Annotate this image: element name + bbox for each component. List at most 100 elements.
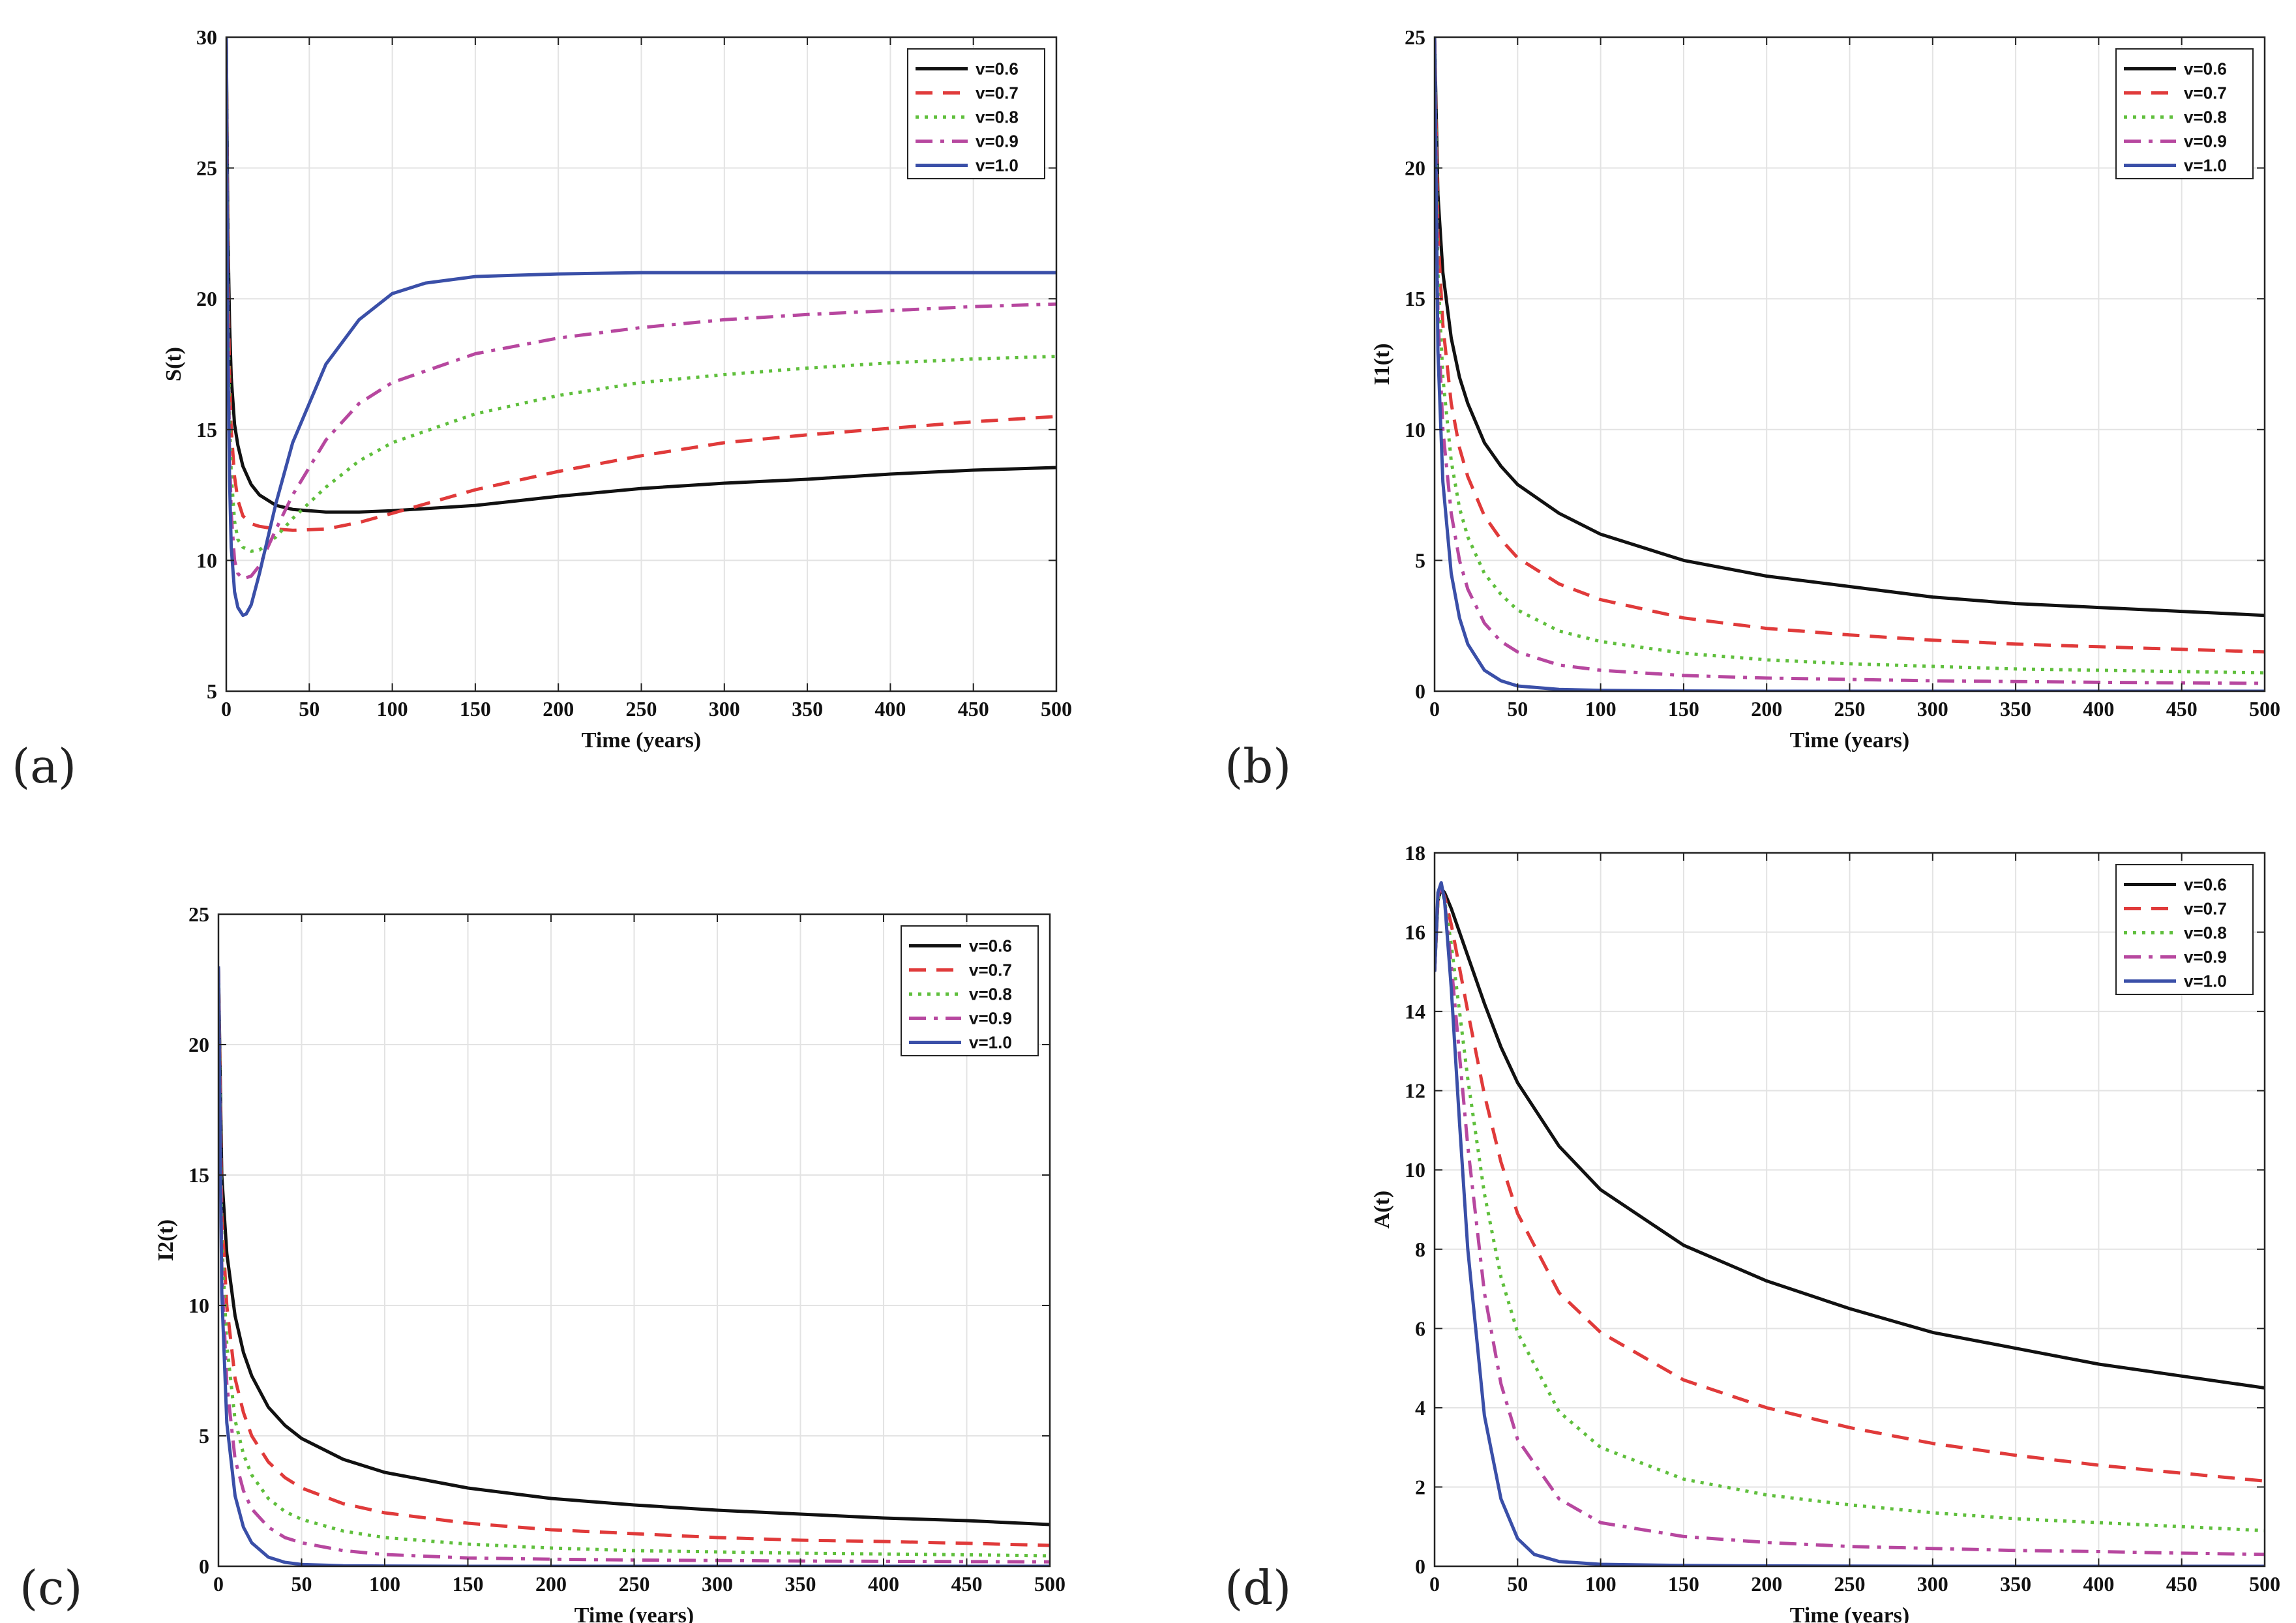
legend-label: v=0.6 — [969, 936, 1012, 956]
y-tick-label: 25 — [1405, 25, 1425, 49]
x-tick-label: 0 — [1429, 1572, 1440, 1596]
x-tick-label: 150 — [1668, 1572, 1699, 1596]
y-tick-label: 12 — [1405, 1079, 1425, 1103]
panel-a: 0 50 100 150 200 250 300 350 400 450 500 5 10 15 20 25 3… — [12, 25, 1072, 794]
series-line-v=0.9 — [1435, 37, 2265, 685]
legend-label: v=1.0 — [969, 1033, 1012, 1052]
series-line-v=0.6 — [1435, 37, 2265, 618]
series-line-v=0.9 — [1435, 883, 2265, 1556]
x-tick-label: 250 — [1834, 697, 1866, 721]
legend-label: v=1.0 — [2184, 972, 2227, 991]
y-tick-label: 16 — [1405, 921, 1425, 944]
series-line-v=0.7 — [1435, 37, 2265, 654]
x-axis-label: Time (years) — [574, 1603, 694, 1623]
x-tick-label: 200 — [1751, 697, 1782, 721]
x-tick-label: 350 — [792, 697, 823, 721]
legend-label: v=0.6 — [976, 59, 1019, 79]
legend-box — [907, 48, 1045, 179]
series-line-v=0.6 — [218, 966, 1050, 1526]
y-tick-label: 5 — [207, 679, 217, 703]
x-tick-label: 200 — [1751, 1572, 1782, 1596]
y-tick-label: 6 — [1415, 1317, 1425, 1340]
legend-label: v=0.8 — [2184, 108, 2227, 127]
legend-label: v=1.0 — [2184, 156, 2227, 175]
y-tick-label: 15 — [196, 418, 217, 441]
legend-label: v=0.8 — [969, 985, 1012, 1004]
series-line-v=0.8 — [218, 966, 1050, 1558]
legend: v=0.6 v=0.7 v=0.8 v=0.9 v=1.0 — [901, 925, 1039, 1056]
y-tick-label: 20 — [196, 287, 217, 310]
legend: v=0.6 v=0.7 v=0.8 v=0.9 v=1.0 — [2115, 864, 2254, 995]
panel-letter: (c) — [20, 1560, 83, 1615]
y-tick-label: 5 — [199, 1424, 209, 1448]
y-tick-label: 10 — [196, 548, 217, 572]
y-tick-label: 30 — [196, 25, 217, 49]
series-line-v=1.0 — [218, 966, 1050, 1566]
x-tick-label: 100 — [1585, 1572, 1617, 1596]
panel-letter: (a) — [12, 739, 76, 794]
x-tick-label: 250 — [619, 1572, 650, 1596]
x-tick-label: 150 — [453, 1572, 484, 1596]
y-tick-label: 4 — [1415, 1396, 1425, 1420]
legend-label: v=0.9 — [2184, 947, 2227, 967]
x-tick-label: 50 — [299, 697, 320, 721]
x-tick-label: 300 — [702, 1572, 733, 1596]
x-tick-label: 500 — [2249, 1572, 2280, 1596]
y-tick-label: 5 — [1415, 548, 1425, 572]
panel-b: 0 50 100 150 200 250 300 350 400 450 500 0 5 10 15 20 25… — [1225, 25, 2280, 794]
series-group — [226, 37, 1056, 618]
series-line-v=0.8 — [1435, 37, 2265, 675]
x-tick-label: 400 — [868, 1572, 899, 1596]
legend-label: v=0.9 — [2184, 132, 2227, 151]
x-tick-label: 500 — [1041, 697, 1072, 721]
legend-box — [2115, 48, 2254, 179]
y-tick-label: 0 — [1415, 679, 1425, 703]
legend-label: v=0.6 — [2184, 59, 2227, 79]
legend-box — [901, 925, 1039, 1056]
y-tick-label: 0 — [1415, 1555, 1425, 1578]
x-tick-label: 0 — [221, 697, 231, 721]
legend-label: v=0.7 — [976, 83, 1019, 103]
y-axis-label: S(t) — [162, 347, 186, 381]
legend-label: v=0.6 — [2184, 875, 2227, 895]
panel-letter: (d) — [1225, 1560, 1291, 1615]
x-tick-label: 100 — [1585, 697, 1617, 721]
y-axis-label: I2(t) — [154, 1219, 178, 1261]
y-tick-label: 20 — [188, 1033, 209, 1056]
x-tick-label: 250 — [626, 697, 657, 721]
y-tick-label: 2 — [1415, 1475, 1425, 1498]
x-tick-label: 200 — [535, 1572, 567, 1596]
legend-label: v=0.8 — [976, 108, 1019, 127]
series-line-v=0.7 — [218, 966, 1050, 1547]
x-tick-label: 450 — [958, 697, 989, 721]
legend-label: v=0.9 — [976, 132, 1019, 151]
x-tick-label: 350 — [785, 1572, 816, 1596]
legend: v=0.6 v=0.7 v=0.8 v=0.9 v=1.0 — [907, 48, 1045, 179]
y-tick-label: 8 — [1415, 1238, 1425, 1261]
y-tick-label: 15 — [1405, 287, 1425, 310]
x-tick-label: 300 — [1917, 697, 1948, 721]
y-axis-label: A(t) — [1370, 1191, 1394, 1229]
x-tick-label: 350 — [2000, 1572, 2031, 1596]
y-tick-label: 15 — [188, 1163, 209, 1187]
series-line-v=0.7 — [226, 37, 1056, 532]
panel-d: 0 50 100 150 200 250 300 350 400 450 500 0 2 4 6 8 10 12 1… — [1225, 841, 2280, 1623]
y-axis-label: I1(t) — [1370, 343, 1394, 385]
legend-label: v=0.7 — [2184, 899, 2227, 919]
y-tick-label: 10 — [188, 1294, 209, 1317]
series-line-v=0.9 — [226, 37, 1056, 580]
y-tick-label: 20 — [1405, 156, 1425, 180]
x-axis-label: Time (years) — [1790, 1603, 1909, 1623]
x-tick-label: 0 — [1429, 697, 1440, 721]
x-tick-label: 450 — [2166, 697, 2198, 721]
x-tick-label: 250 — [1834, 1572, 1866, 1596]
x-tick-label: 400 — [2083, 1572, 2114, 1596]
x-axis-label: Time (years) — [1790, 728, 1909, 752]
x-tick-label: 400 — [874, 697, 906, 721]
series-line-v=1.0 — [226, 37, 1056, 618]
x-tick-label: 100 — [377, 697, 408, 721]
x-tick-label: 150 — [460, 697, 491, 721]
panel-c: 0 50 100 150 200 250 300 350 400 450 500 0 5 10 15 20 25… — [20, 902, 1066, 1623]
legend-label: v=0.9 — [969, 1009, 1012, 1028]
